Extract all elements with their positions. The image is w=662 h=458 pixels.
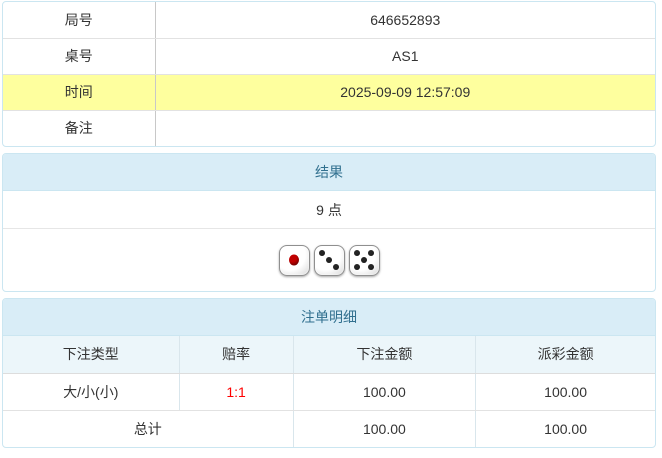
bet-amount-value: 100.00 xyxy=(292,373,476,411)
bet-details-title: 注单明细 xyxy=(3,299,655,336)
result-points: 9 点 xyxy=(3,191,655,229)
bet-result-page: 局号 646652893 桌号 AS1 时间 2025-09-09 12:57:… xyxy=(2,1,656,448)
round-info-panel: 局号 646652893 桌号 AS1 时间 2025-09-09 12:57:… xyxy=(2,1,656,147)
die-pip xyxy=(332,263,339,270)
die-pip xyxy=(354,263,361,270)
die-5 xyxy=(348,244,380,276)
column-bet-amount: 下注金额 xyxy=(292,336,476,374)
time-value: 2025-09-09 12:57:09 xyxy=(155,74,655,111)
bet-table-header-row: 下注类型 赔率 下注金额 派彩金额 xyxy=(3,336,655,374)
bet-row: 大/小(小) 1:1 100.00 100.00 xyxy=(3,373,655,411)
info-row-remark: 备注 xyxy=(3,110,655,146)
die-pip xyxy=(367,250,374,257)
table-number-value: AS1 xyxy=(155,38,655,75)
result-panel-title: 结果 xyxy=(3,154,655,191)
column-odds: 赔率 xyxy=(178,336,294,374)
die-1 xyxy=(278,244,310,276)
dice-row xyxy=(3,229,655,291)
bet-details-table: 下注类型 赔率 下注金额 派彩金额 大/小(小) 1:1 100.00 100.… xyxy=(3,336,655,447)
die-pip xyxy=(289,254,299,266)
table-number-label: 桌号 xyxy=(3,38,156,75)
total-bet-amount: 100.00 xyxy=(292,410,476,447)
time-label: 时间 xyxy=(3,74,156,111)
die-3 xyxy=(313,244,345,276)
round-number-value: 646652893 xyxy=(155,2,655,39)
die-pip xyxy=(319,250,326,257)
bet-odds-value: 1:1 xyxy=(178,373,294,411)
remark-value xyxy=(155,110,655,146)
die-pip xyxy=(367,263,374,270)
column-bet-type: 下注类型 xyxy=(3,336,180,374)
round-number-label: 局号 xyxy=(3,2,156,39)
result-panel: 结果 9 点 xyxy=(2,153,656,292)
die-pip xyxy=(361,257,367,263)
die-pip xyxy=(354,250,361,257)
info-row-time: 时间 2025-09-09 12:57:09 xyxy=(3,74,655,111)
die-pip xyxy=(326,257,332,263)
total-payout-amount: 100.00 xyxy=(475,410,655,447)
total-label: 总计 xyxy=(133,420,162,437)
info-row-round: 局号 646652893 xyxy=(3,2,655,39)
total-row: 总计 100.00 100.00 xyxy=(3,410,655,447)
info-row-table: 桌号 AS1 xyxy=(3,38,655,75)
bet-details-panel: 注单明细 下注类型 赔率 下注金额 派彩金额 大/小(小) 1:1 100.00… xyxy=(2,298,656,448)
payout-amount-value: 100.00 xyxy=(475,373,655,411)
bet-type-value: 大/小(小) xyxy=(3,373,180,411)
round-info-table: 局号 646652893 桌号 AS1 时间 2025-09-09 12:57:… xyxy=(3,2,655,146)
remark-label: 备注 xyxy=(3,110,156,146)
column-payout-amount: 派彩金额 xyxy=(475,336,655,374)
